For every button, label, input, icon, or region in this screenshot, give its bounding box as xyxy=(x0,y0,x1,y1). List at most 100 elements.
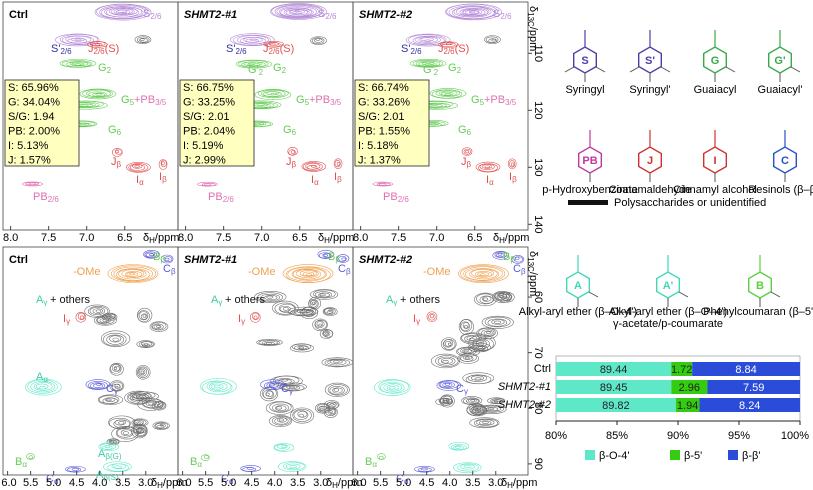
label-sub: β xyxy=(117,160,122,169)
stat: PB: 2.00% xyxy=(8,125,60,137)
contour xyxy=(132,164,143,169)
label-main: -OMe xyxy=(73,266,101,278)
contour xyxy=(491,319,505,325)
contour xyxy=(373,379,411,396)
contour xyxy=(298,413,305,418)
contour xyxy=(278,303,295,313)
contour xyxy=(501,294,510,299)
contour xyxy=(137,429,142,433)
contour xyxy=(107,264,159,283)
contour xyxy=(232,34,272,46)
contour xyxy=(333,158,343,169)
label-main: PB xyxy=(383,191,398,203)
contour xyxy=(269,401,292,413)
contour xyxy=(132,394,144,401)
x-tick-label: 4.0 xyxy=(442,477,457,489)
label-sub: α xyxy=(404,477,409,486)
contour xyxy=(124,390,153,405)
contour xyxy=(288,149,296,156)
contour xyxy=(140,370,144,374)
x-tick-label: 6.5 xyxy=(117,232,132,244)
label-main: G xyxy=(108,124,117,136)
label-main: PB xyxy=(208,191,223,203)
contour xyxy=(71,468,79,471)
contour xyxy=(462,9,483,16)
contour xyxy=(30,381,56,393)
label: Iβ xyxy=(509,171,517,184)
contour xyxy=(481,329,495,337)
label-main: A xyxy=(211,294,219,306)
stat: S: 65.96% xyxy=(8,82,59,94)
panel-title: Ctrl xyxy=(9,9,28,21)
contour xyxy=(482,164,493,169)
contour xyxy=(442,41,454,46)
x-tick-label: 8.0 xyxy=(178,232,193,244)
contour xyxy=(142,314,147,318)
contour xyxy=(460,321,470,332)
x-tick-label: 80% xyxy=(545,430,567,442)
contour xyxy=(418,36,438,43)
label-sub: 2/6 xyxy=(235,47,247,56)
contour xyxy=(80,104,89,107)
contour xyxy=(254,122,262,126)
contour xyxy=(103,332,127,347)
structure-name: γ-acetate/p-coumarate xyxy=(613,318,723,330)
contour xyxy=(306,310,311,314)
contour xyxy=(156,325,161,328)
contour xyxy=(132,419,147,426)
legend-text: Polysaccharides or unidentified xyxy=(614,197,766,209)
contour xyxy=(97,394,124,406)
label: G5 xyxy=(471,94,485,107)
contour xyxy=(135,427,145,434)
contour xyxy=(464,335,480,343)
contour xyxy=(139,368,146,375)
x-tick-label: 4.0 xyxy=(92,477,107,489)
contour xyxy=(105,7,140,18)
label-sub: H xyxy=(157,481,163,490)
contour xyxy=(327,310,334,314)
contour xyxy=(109,335,122,343)
contour xyxy=(151,400,167,411)
label-sub: 5 xyxy=(480,98,485,107)
contour xyxy=(435,89,461,97)
contour xyxy=(129,393,148,403)
contour xyxy=(25,378,62,396)
contour xyxy=(468,398,477,403)
contour xyxy=(483,297,489,301)
label-sub: β xyxy=(510,255,515,264)
contour xyxy=(157,404,161,407)
label-main: I xyxy=(238,313,241,325)
label-main: J xyxy=(286,156,292,168)
label-main: C xyxy=(396,473,404,485)
contour xyxy=(90,382,106,390)
contour xyxy=(430,103,439,106)
contour xyxy=(204,183,212,186)
label-tail: /ppm xyxy=(155,232,179,244)
contour xyxy=(386,384,400,391)
contour xyxy=(129,272,136,276)
bar-segment xyxy=(675,398,700,412)
contour xyxy=(115,268,150,281)
contour xyxy=(492,250,510,260)
label: Iγ xyxy=(63,313,70,326)
contour xyxy=(139,37,148,43)
contour xyxy=(341,257,347,261)
label: Jβ xyxy=(111,156,122,169)
label-main: δ xyxy=(318,232,324,244)
contour xyxy=(310,300,316,306)
contour xyxy=(249,312,261,323)
contour xyxy=(293,410,309,420)
contour xyxy=(297,345,308,350)
contour xyxy=(39,386,46,390)
contour xyxy=(322,307,338,316)
ring-letter: B xyxy=(756,280,764,292)
contour xyxy=(263,342,275,346)
label-main: I xyxy=(63,313,66,325)
label: Cα xyxy=(46,473,59,486)
label-main: I xyxy=(509,171,512,183)
label-sub: β xyxy=(521,267,526,276)
contour xyxy=(111,7,135,16)
label: J2/6(S) xyxy=(438,43,469,56)
contour xyxy=(84,304,110,318)
